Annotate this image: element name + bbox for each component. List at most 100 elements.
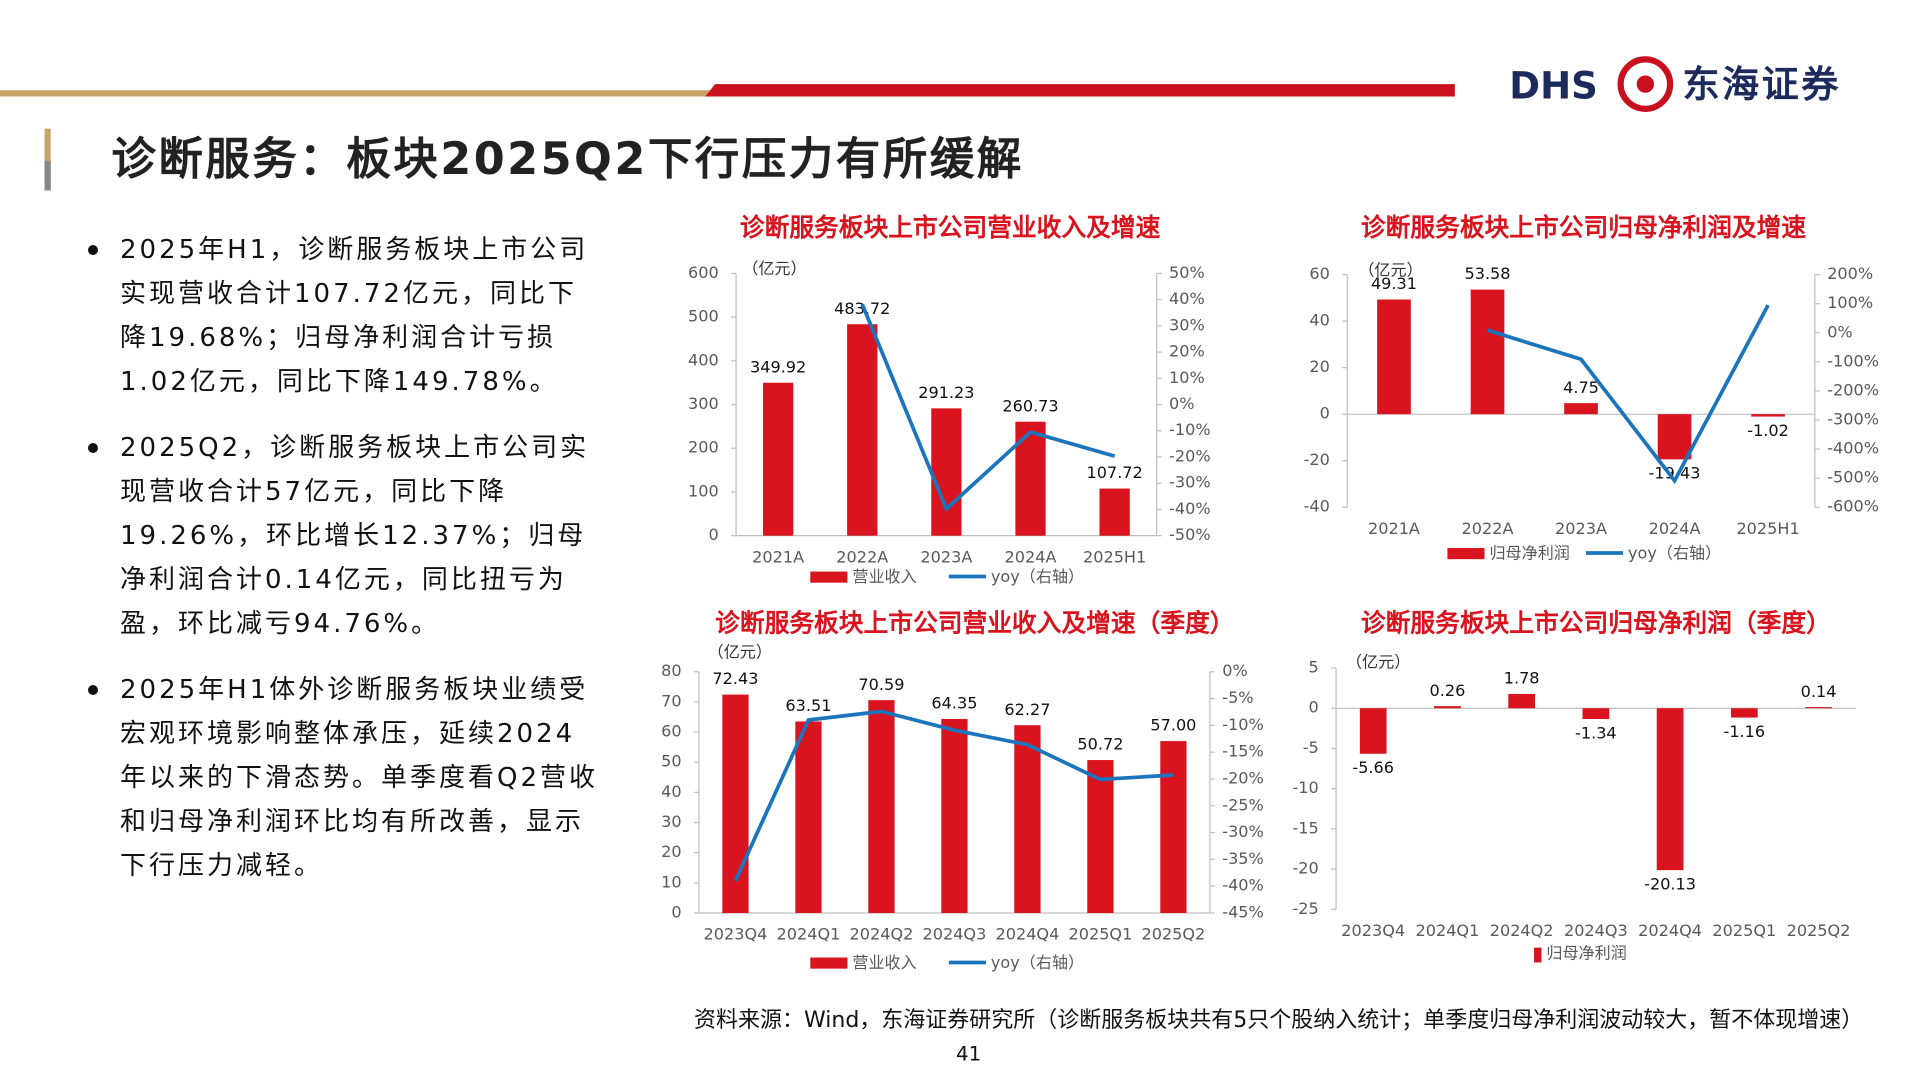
x-tick-label: 2024Q3 bbox=[923, 925, 987, 944]
x-tick-label: 2024Q2 bbox=[850, 925, 914, 944]
y-tick-label: 100 bbox=[688, 481, 719, 500]
y2-tick-label: -25% bbox=[1222, 795, 1264, 814]
y2-tick-label: -100% bbox=[1827, 351, 1879, 370]
value-label: 291.23 bbox=[918, 383, 974, 402]
y2-tick-label: 0% bbox=[1827, 322, 1853, 341]
bar bbox=[1564, 403, 1598, 415]
y-tick-label: -15 bbox=[1292, 818, 1318, 837]
value-label: 57.00 bbox=[1150, 716, 1196, 735]
value-label: 49.31 bbox=[1371, 274, 1417, 293]
y-tick-label: -20 bbox=[1292, 859, 1318, 878]
x-tick-label: 2025H1 bbox=[1736, 519, 1799, 538]
legend-label: yoy（右轴） bbox=[991, 953, 1084, 972]
bar bbox=[1582, 708, 1610, 720]
value-label: 0.14 bbox=[1801, 682, 1837, 701]
bar bbox=[1087, 760, 1114, 913]
bar bbox=[1508, 693, 1536, 709]
y-tick-label: 40 bbox=[661, 782, 681, 801]
y-tick-label: 80 bbox=[661, 661, 681, 680]
y2-tick-label: -10% bbox=[1222, 715, 1264, 734]
legend-swatch bbox=[1534, 947, 1542, 963]
value-label: 4.75 bbox=[1563, 378, 1599, 397]
y2-tick-label: -500% bbox=[1827, 468, 1879, 487]
y-tick-label: -25 bbox=[1292, 899, 1318, 918]
title-accent bbox=[44, 128, 51, 191]
y2-tick-label: 100% bbox=[1827, 293, 1873, 312]
value-label: -5.66 bbox=[1352, 758, 1394, 777]
y-tick-label: 400 bbox=[688, 350, 719, 369]
unit-label: （亿元） bbox=[708, 643, 772, 662]
x-tick-label: 2024Q1 bbox=[777, 925, 841, 944]
bullet: 2025Q2，诊断服务板块上市公司实现营收合计57亿元，同比下降19.26%，环… bbox=[88, 426, 598, 646]
y2-tick-label: 20% bbox=[1169, 342, 1205, 361]
y2-tick-label: 30% bbox=[1169, 315, 1205, 334]
value-label: 0.26 bbox=[1430, 681, 1466, 700]
bar bbox=[868, 700, 895, 913]
y2-tick-label: -300% bbox=[1827, 409, 1879, 428]
y2-tick-label: -20% bbox=[1222, 768, 1264, 787]
chart-title: 诊断服务板块上市公司营业收入及增速 bbox=[740, 213, 1161, 242]
y2-tick-label: -400% bbox=[1827, 439, 1879, 458]
y-tick-label: 0 bbox=[1309, 698, 1319, 717]
x-tick-label: 2025Q2 bbox=[1787, 921, 1851, 940]
bar bbox=[1657, 414, 1692, 460]
value-label: -20.13 bbox=[1644, 874, 1696, 893]
x-tick-label: 2024Q2 bbox=[1490, 921, 1554, 940]
x-tick-label: 2024Q3 bbox=[1564, 921, 1628, 940]
y-tick-label: 0 bbox=[1320, 404, 1330, 423]
x-tick-label: 2021A bbox=[752, 547, 804, 566]
x-tick-label: 2024Q4 bbox=[1638, 921, 1702, 940]
value-label: -19.43 bbox=[1649, 464, 1701, 483]
x-tick-label: 2025Q2 bbox=[1141, 925, 1205, 944]
y-tick-label: 0 bbox=[709, 525, 719, 544]
value-label: 64.35 bbox=[931, 694, 977, 713]
bar bbox=[1099, 488, 1130, 536]
unit-label: （亿元） bbox=[742, 259, 806, 278]
y-tick-label: 60 bbox=[661, 722, 681, 741]
value-label: -1.16 bbox=[1724, 722, 1766, 741]
y2-tick-label: -35% bbox=[1222, 849, 1264, 868]
bar bbox=[931, 408, 962, 536]
line-series bbox=[1486, 304, 1770, 485]
x-tick-label: 2023Q4 bbox=[1341, 921, 1405, 940]
y-tick-label: -20 bbox=[1304, 450, 1330, 469]
x-tick-label: 2024A bbox=[1005, 547, 1057, 566]
y2-tick-label: 40% bbox=[1169, 289, 1205, 308]
value-label: 260.73 bbox=[1002, 396, 1058, 415]
y-tick-label: 200 bbox=[688, 438, 719, 457]
y2-tick-label: -50% bbox=[1169, 525, 1211, 544]
y-tick-label: -5 bbox=[1303, 738, 1319, 757]
x-tick-label: 2023A bbox=[1555, 519, 1607, 538]
chart-title: 诊断服务板块上市公司归母净利润（季度） bbox=[1361, 609, 1831, 638]
line-series bbox=[733, 709, 1174, 882]
value-label: -1.02 bbox=[1747, 421, 1789, 440]
y-tick-label: 70 bbox=[661, 691, 681, 710]
slide-title: 诊断服务：板块2025Q2下行压力有所缓解 bbox=[111, 133, 1023, 185]
value-label: 349.92 bbox=[750, 357, 806, 376]
legend-label: 归母净利润 bbox=[1546, 943, 1626, 962]
bar bbox=[1015, 421, 1046, 536]
y2-tick-label: 50% bbox=[1169, 263, 1205, 282]
y-tick-label: 20 bbox=[1309, 357, 1329, 376]
bar bbox=[795, 721, 822, 913]
x-tick-label: 2023A bbox=[920, 547, 972, 566]
y2-tick-label: -45% bbox=[1222, 902, 1264, 921]
bar bbox=[1805, 707, 1832, 709]
y2-tick-label: -10% bbox=[1169, 420, 1211, 439]
header-band-red bbox=[705, 84, 1455, 97]
bar bbox=[847, 324, 878, 536]
bar bbox=[1470, 289, 1505, 415]
bullet-list: 2025年H1，诊断服务板块上市公司实现营收合计107.72亿元，同比下降19.… bbox=[88, 228, 598, 910]
chart-title: 诊断服务板块上市公司归母净利润及增速 bbox=[1361, 213, 1806, 242]
y-tick-label: 300 bbox=[688, 394, 719, 413]
line-series bbox=[860, 303, 1116, 513]
bar bbox=[1434, 706, 1461, 709]
bar bbox=[941, 718, 968, 913]
legend-swatch bbox=[1447, 548, 1485, 560]
y2-tick-label: -600% bbox=[1827, 497, 1879, 516]
source-note: 资料来源：Wind，东海证券研究所（诊断服务板块共有5只个股纳入统计；单季度归母… bbox=[694, 1008, 1864, 1033]
y2-tick-label: 0% bbox=[1222, 661, 1248, 680]
x-tick-label: 2021A bbox=[1368, 519, 1420, 538]
